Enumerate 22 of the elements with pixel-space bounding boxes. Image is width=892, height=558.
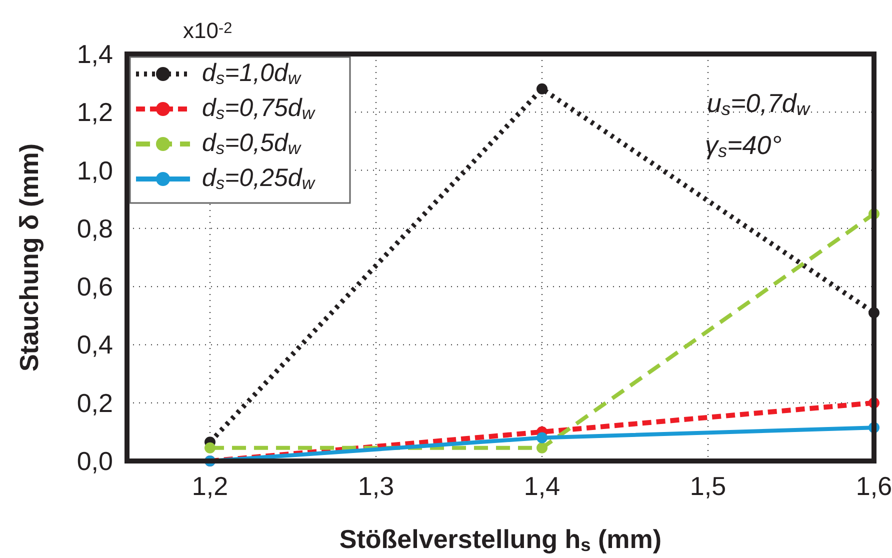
legend-label: d$_{s}$=0,75d$_{w}$ <box>202 94 316 124</box>
legend-label: d$_{s}$=0,5d$_{w}$ <box>202 129 302 158</box>
x-tick-label: 1,3 <box>358 471 394 501</box>
y-tick-label: 1,0 <box>76 155 113 186</box>
y-tick-label: 0,0 <box>76 446 113 476</box>
x-tick-label: 1,5 <box>690 471 726 501</box>
y-tick-label: 0,4 <box>76 330 113 360</box>
legend-label: d$_{s}$=0,25d$_{w}$ <box>202 164 316 194</box>
x-axis-title: Stößelverstellung h$_{s}$ (mm) <box>339 524 662 556</box>
text: x10$^{-2}$ <box>183 18 232 43</box>
y-tick-label: 1,2 <box>76 97 113 128</box>
annotation: γ$_{s}$=40° <box>705 130 782 162</box>
x-tick-label: 1,6 <box>856 471 892 501</box>
x-tick-label: 1,2 <box>192 471 228 501</box>
y-axis-title: Stauchung δ (mm) <box>14 143 44 372</box>
x-tick-label: 1,4 <box>524 471 560 501</box>
annotation: u$_{s}$=0,7d$_{w}$ <box>707 88 812 120</box>
y-tick-label: 0,8 <box>76 213 113 244</box>
y-tick-label: 0,6 <box>76 272 113 302</box>
y-tick-label: 0,2 <box>76 388 113 418</box>
legend-label: d$_{s}$=1,0d$_{w}$ <box>202 59 302 88</box>
y-tick-label: 1,4 <box>76 39 113 69</box>
